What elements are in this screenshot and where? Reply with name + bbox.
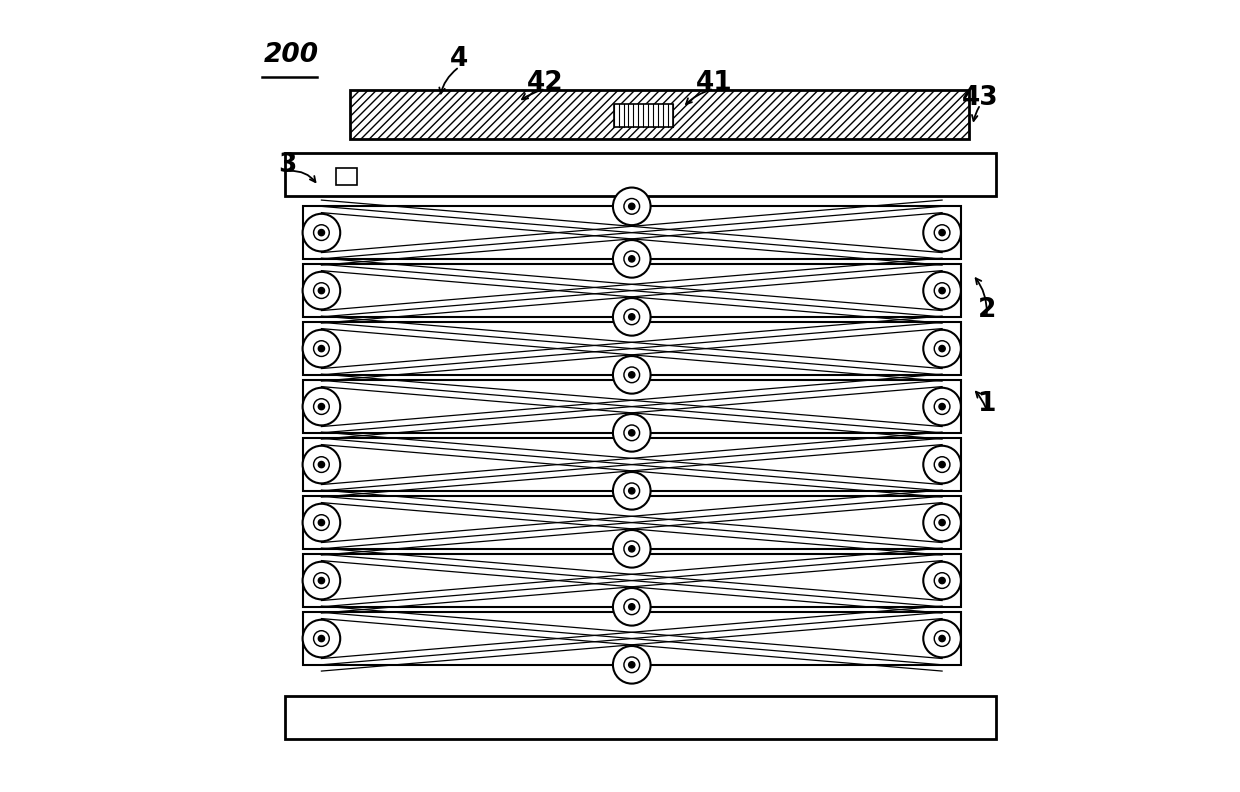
- Text: 43: 43: [962, 86, 998, 111]
- Circle shape: [629, 546, 635, 552]
- Circle shape: [613, 356, 651, 394]
- Text: 42: 42: [527, 70, 564, 96]
- Bar: [336, 168, 357, 185]
- Circle shape: [939, 287, 945, 294]
- Circle shape: [613, 472, 651, 509]
- Circle shape: [613, 188, 651, 225]
- Circle shape: [629, 256, 635, 262]
- Circle shape: [303, 504, 340, 542]
- Circle shape: [303, 446, 340, 483]
- Text: 3: 3: [278, 152, 296, 178]
- Circle shape: [629, 204, 635, 210]
- Circle shape: [319, 345, 325, 352]
- Bar: [285, 153, 996, 196]
- Text: 2: 2: [977, 297, 996, 323]
- Circle shape: [613, 240, 651, 278]
- Circle shape: [303, 388, 340, 425]
- Circle shape: [939, 230, 945, 236]
- Bar: [303, 554, 961, 607]
- Circle shape: [924, 562, 961, 600]
- Circle shape: [629, 604, 635, 610]
- Circle shape: [924, 329, 961, 367]
- Circle shape: [319, 520, 325, 526]
- Circle shape: [303, 272, 340, 310]
- Circle shape: [613, 414, 651, 451]
- Circle shape: [939, 520, 945, 526]
- Circle shape: [924, 446, 961, 483]
- Circle shape: [939, 577, 945, 584]
- Circle shape: [939, 635, 945, 642]
- Circle shape: [939, 345, 945, 352]
- Bar: [303, 497, 961, 549]
- Circle shape: [319, 403, 325, 409]
- Circle shape: [303, 329, 340, 367]
- Circle shape: [613, 646, 651, 683]
- Circle shape: [924, 214, 961, 251]
- Circle shape: [629, 371, 635, 378]
- Bar: [303, 438, 961, 491]
- Bar: [303, 380, 961, 433]
- Circle shape: [629, 661, 635, 668]
- Circle shape: [924, 504, 961, 542]
- Circle shape: [924, 272, 961, 310]
- Text: 200: 200: [263, 42, 319, 68]
- Circle shape: [303, 214, 340, 251]
- Circle shape: [924, 388, 961, 425]
- Circle shape: [303, 619, 340, 657]
- Text: 4: 4: [450, 46, 469, 72]
- Circle shape: [613, 588, 651, 626]
- Circle shape: [629, 430, 635, 436]
- Text: 1: 1: [977, 390, 996, 417]
- Bar: [350, 90, 968, 139]
- Bar: [614, 104, 672, 128]
- Circle shape: [924, 619, 961, 657]
- Circle shape: [319, 230, 325, 236]
- Bar: [303, 322, 961, 375]
- Bar: [303, 265, 961, 317]
- Circle shape: [319, 287, 325, 294]
- Circle shape: [319, 577, 325, 584]
- Circle shape: [629, 488, 635, 494]
- Bar: [303, 612, 961, 664]
- Text: 41: 41: [696, 70, 733, 96]
- Bar: [285, 696, 996, 739]
- Circle shape: [303, 562, 340, 600]
- Circle shape: [613, 530, 651, 568]
- Bar: [303, 207, 961, 259]
- Circle shape: [939, 403, 945, 409]
- Circle shape: [319, 635, 325, 642]
- Circle shape: [613, 298, 651, 336]
- Circle shape: [939, 462, 945, 468]
- Circle shape: [629, 314, 635, 320]
- Circle shape: [319, 462, 325, 468]
